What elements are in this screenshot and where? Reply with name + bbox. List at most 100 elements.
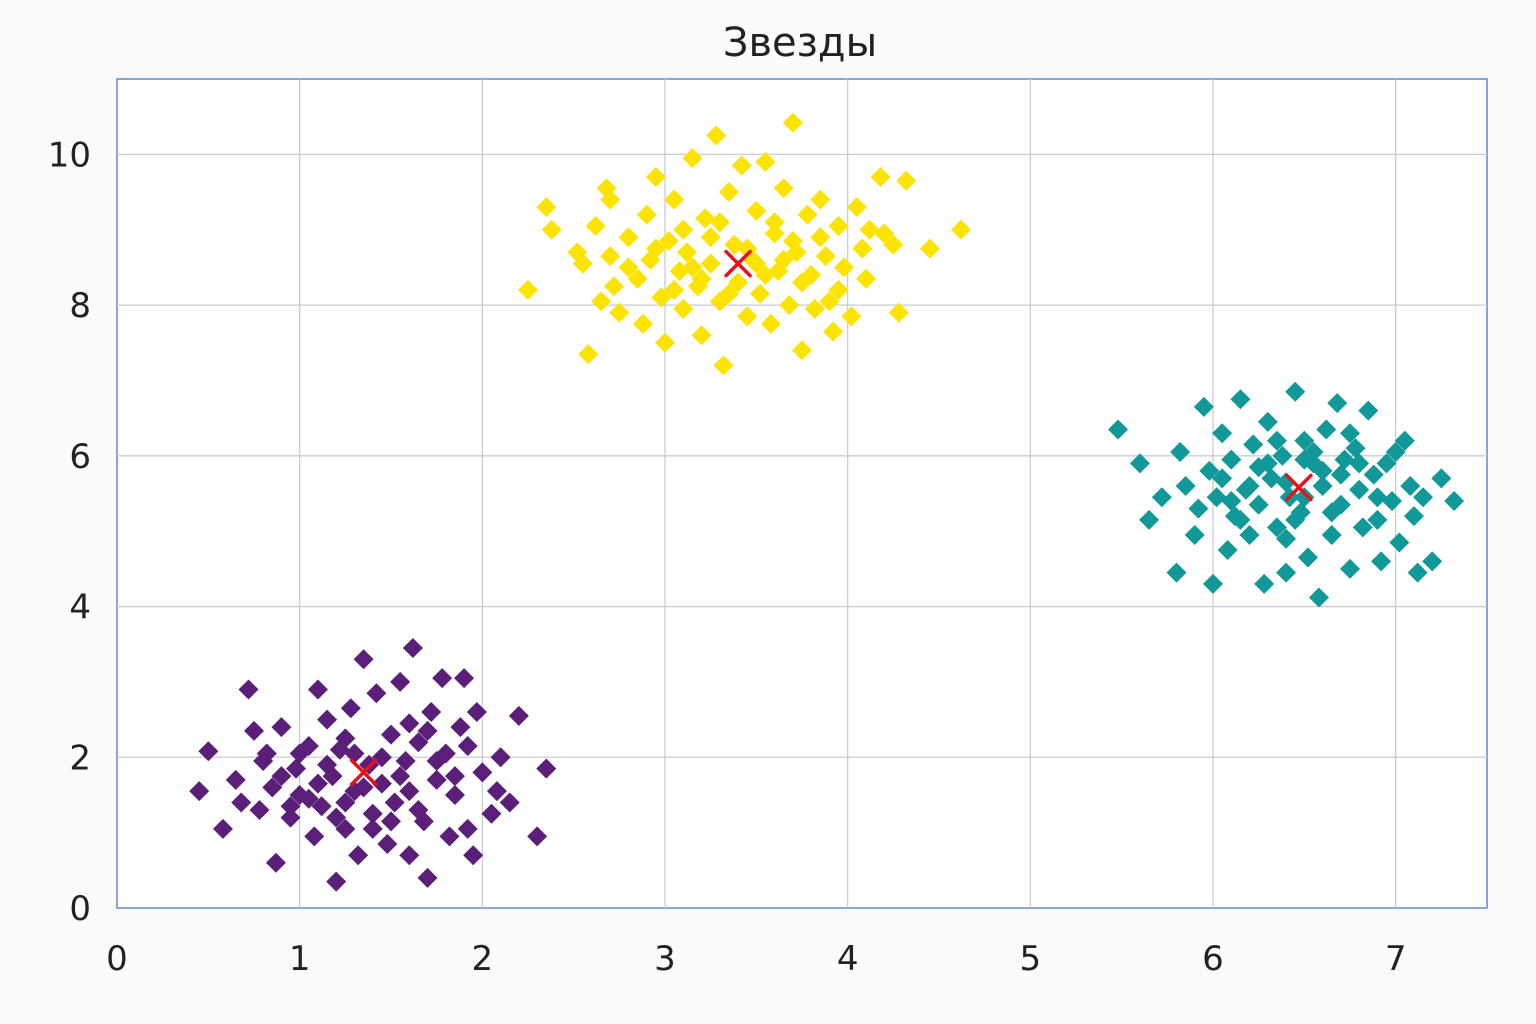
x-tick-label: 0	[106, 939, 128, 979]
data-point	[490, 747, 511, 768]
x-tick-label: 6	[1202, 939, 1224, 979]
data-point	[823, 321, 844, 342]
data-point	[846, 197, 867, 218]
data-point	[749, 283, 770, 304]
data-point	[508, 705, 529, 726]
data-point	[335, 792, 356, 813]
data-point	[1358, 400, 1379, 421]
data-point	[1367, 487, 1388, 508]
data-point	[311, 796, 332, 817]
data-point	[280, 807, 301, 828]
data-point	[1422, 551, 1443, 572]
data-point	[198, 741, 219, 762]
data-point	[1166, 562, 1187, 583]
data-point	[335, 728, 356, 749]
data-point	[700, 253, 721, 274]
data-point	[249, 800, 270, 821]
data-point	[691, 325, 712, 346]
axis-ticks: 0 1 2 3 4 5 6 7 0 2 4 6 8 10	[48, 135, 1407, 979]
data-point	[883, 234, 904, 255]
data-point	[454, 668, 475, 689]
data-point	[307, 773, 328, 794]
data-point	[755, 151, 776, 172]
data-point	[1394, 430, 1415, 451]
data-point	[362, 803, 383, 824]
y-tick-label: 8	[69, 286, 91, 326]
y-tick-label: 4	[69, 588, 91, 628]
data-point	[1276, 472, 1297, 493]
data-point	[262, 777, 283, 798]
data-point	[1212, 423, 1233, 444]
data-point	[390, 766, 411, 787]
data-point	[746, 200, 767, 221]
centroid-stroke	[724, 249, 752, 278]
data-point	[271, 766, 292, 787]
y-tick-label: 0	[69, 889, 91, 929]
data-point	[472, 762, 493, 783]
data-point	[408, 732, 429, 753]
data-point	[1188, 498, 1209, 519]
data-point	[731, 155, 752, 176]
data-point	[1266, 430, 1287, 451]
data-point	[225, 769, 246, 790]
data-point	[348, 845, 369, 866]
data-point	[271, 717, 292, 738]
data-point	[344, 743, 365, 764]
data-point	[289, 743, 310, 764]
data-point	[1345, 438, 1366, 459]
data-point	[676, 242, 697, 263]
data-point	[362, 818, 383, 839]
data-point	[792, 272, 812, 293]
data-point	[399, 845, 420, 866]
centroid-marker-2	[1285, 473, 1313, 502]
data-point	[633, 313, 654, 334]
data-point	[1294, 487, 1315, 508]
y-tick-label: 10	[48, 135, 91, 175]
data-point	[238, 679, 259, 700]
data-point	[1316, 419, 1337, 440]
data-point	[1221, 449, 1242, 470]
data-point	[709, 212, 730, 233]
data-point	[466, 702, 487, 723]
data-point	[1340, 423, 1360, 444]
data-point	[651, 287, 672, 308]
data-point	[1203, 573, 1223, 594]
data-point	[426, 751, 447, 772]
data-point	[390, 671, 411, 692]
data-point	[1243, 434, 1264, 455]
data-point	[1193, 396, 1214, 417]
data-point	[371, 747, 392, 768]
data-point	[399, 781, 420, 802]
data-point	[737, 238, 758, 259]
data-point	[760, 313, 781, 334]
data-point	[870, 166, 891, 187]
data-point	[737, 306, 758, 327]
data-point	[1382, 491, 1403, 512]
data-point	[655, 332, 675, 353]
data-point	[1239, 475, 1260, 496]
data-point	[1108, 419, 1129, 440]
data-point	[381, 811, 401, 832]
data-point	[1389, 532, 1410, 553]
data-point	[1312, 475, 1333, 496]
data-point	[444, 784, 465, 805]
data-point	[499, 792, 520, 813]
data-point	[1212, 468, 1233, 489]
data-point	[1334, 449, 1355, 470]
data-point	[340, 698, 361, 719]
data-point	[828, 215, 849, 236]
data-point	[286, 758, 307, 779]
data-point	[527, 826, 548, 847]
data-point	[855, 268, 876, 289]
data-point	[1248, 494, 1269, 515]
data-point	[481, 803, 502, 824]
data-point	[810, 189, 831, 210]
data-point	[618, 227, 639, 248]
y-tick-label: 2	[69, 738, 91, 778]
data-point	[1261, 468, 1282, 489]
data-point	[1376, 453, 1397, 474]
data-point	[439, 826, 460, 847]
data-point	[1294, 430, 1315, 451]
data-point	[1170, 442, 1191, 463]
data-point	[1285, 381, 1306, 402]
